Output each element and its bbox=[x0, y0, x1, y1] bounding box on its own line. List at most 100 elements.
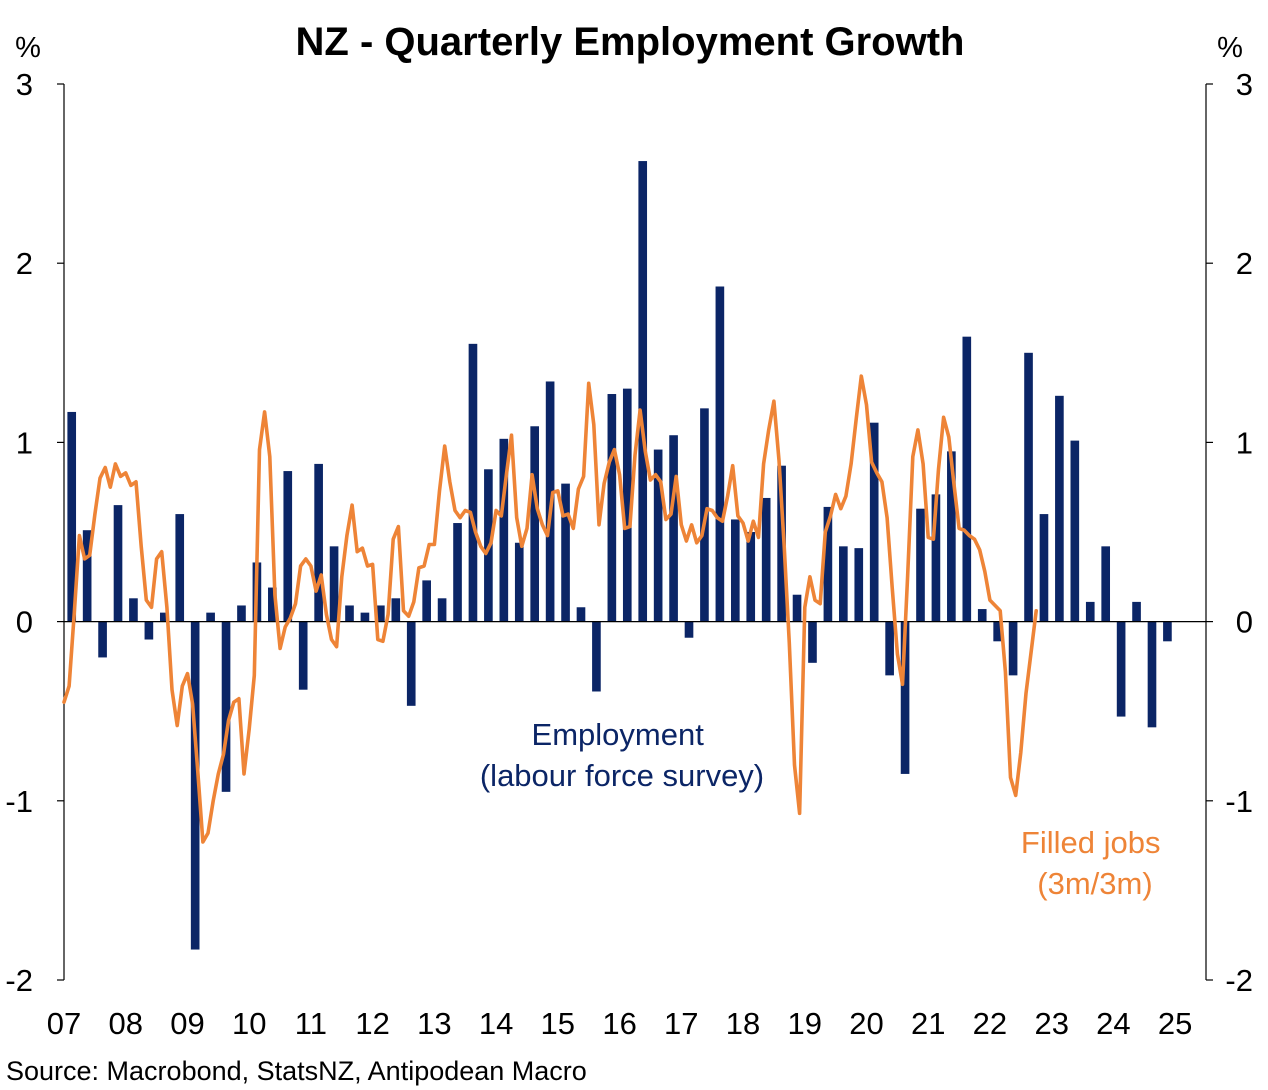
employment-bars bbox=[67, 161, 1172, 950]
employment-bar bbox=[98, 621, 107, 658]
y-tick-labels: 3 3 2 2 1 1 0 0 -1 -1 -2 -2 bbox=[5, 67, 1253, 998]
year-label: 19 bbox=[788, 1006, 822, 1041]
year-label: 20 bbox=[849, 1006, 883, 1041]
year-label: 13 bbox=[417, 1006, 451, 1041]
employment-bar bbox=[839, 546, 848, 622]
employment-bar bbox=[298, 621, 308, 690]
right-tick-label: 2 bbox=[1236, 246, 1253, 281]
right-tick-label: -1 bbox=[1225, 784, 1253, 819]
right-tick-label: 3 bbox=[1236, 67, 1253, 102]
year-label: 11 bbox=[295, 1006, 327, 1041]
employment-bar bbox=[283, 471, 293, 622]
employment-bar bbox=[730, 519, 740, 622]
employment-bar bbox=[962, 336, 972, 622]
year-label: 18 bbox=[726, 1006, 760, 1041]
year-label: 09 bbox=[170, 1006, 204, 1041]
employment-bar bbox=[1008, 621, 1018, 676]
employment-bar bbox=[885, 621, 894, 676]
chart-title: NZ - Quarterly Employment Growth bbox=[296, 20, 965, 64]
employment-bar bbox=[453, 523, 462, 622]
employment-bar bbox=[1163, 621, 1172, 642]
employment-bar bbox=[314, 463, 323, 622]
employment-bar bbox=[159, 612, 169, 622]
employment-bar bbox=[422, 580, 431, 622]
employment-bar bbox=[1070, 440, 1080, 622]
right-tick-label: 1 bbox=[1236, 425, 1253, 460]
left-tick-label: -1 bbox=[5, 784, 33, 819]
year-label: 21 bbox=[911, 1006, 945, 1041]
employment-bar bbox=[144, 621, 154, 640]
employment-bar bbox=[345, 605, 354, 622]
year-label: 12 bbox=[355, 1006, 389, 1041]
employment-annotation-line-1: Employment bbox=[532, 717, 705, 752]
right-tick-label: -2 bbox=[1225, 963, 1253, 998]
employment-bar bbox=[221, 621, 231, 792]
employment-bar bbox=[329, 546, 339, 622]
employment-bar bbox=[67, 411, 77, 622]
employment-annotation: Employment (labour force survey) bbox=[480, 717, 764, 793]
employment-bar bbox=[808, 621, 817, 663]
employment-bar bbox=[669, 435, 678, 622]
source-note: Source: Macrobond, StatsNZ, Antipodean M… bbox=[6, 1056, 587, 1086]
year-label: 14 bbox=[479, 1006, 513, 1041]
employment-bar bbox=[391, 598, 401, 622]
filled-jobs-annotation-line-2: (3m/3m) bbox=[1037, 866, 1152, 901]
employment-bar bbox=[931, 494, 941, 622]
right-tick-label: 0 bbox=[1236, 605, 1253, 640]
year-label: 22 bbox=[973, 1006, 1007, 1041]
left-tick-label: -2 bbox=[5, 963, 33, 998]
right-axis-unit: % bbox=[1217, 32, 1243, 64]
year-label: 10 bbox=[232, 1006, 266, 1041]
employment-bar bbox=[684, 621, 694, 638]
employment-bar bbox=[1039, 514, 1049, 622]
employment-bar bbox=[746, 532, 756, 622]
x-tick-labels: 07 08 09 10 11 12 13 14 15 16 17 18 19 20 21 22 23 24 25 bbox=[47, 1006, 1193, 1041]
employment-bar bbox=[499, 438, 509, 622]
employment-bar bbox=[514, 542, 524, 622]
left-tick-label: 1 bbox=[16, 425, 33, 460]
employment-bar bbox=[900, 621, 910, 774]
employment-bar bbox=[561, 483, 570, 622]
employment-bar bbox=[592, 621, 601, 692]
employment-bar bbox=[977, 609, 987, 622]
employment-bar bbox=[947, 451, 956, 622]
employment-bar bbox=[360, 612, 370, 622]
employment-bar bbox=[113, 505, 123, 622]
left-tick-label: 3 bbox=[16, 67, 33, 102]
employment-bar bbox=[869, 422, 879, 622]
year-label: 07 bbox=[47, 1006, 81, 1041]
employment-bar bbox=[437, 598, 447, 622]
employment-bar bbox=[1055, 395, 1064, 622]
employment-bar bbox=[993, 621, 1002, 642]
employment-bar bbox=[1024, 352, 1033, 622]
year-label: 17 bbox=[664, 1006, 698, 1041]
employment-bar bbox=[1147, 621, 1157, 728]
employment-bar bbox=[530, 426, 540, 622]
employment-bar bbox=[129, 598, 138, 622]
employment-bar bbox=[376, 605, 385, 622]
employment-bar bbox=[468, 343, 478, 622]
employment-bar bbox=[190, 621, 200, 950]
year-label: 16 bbox=[602, 1006, 636, 1041]
year-label: 25 bbox=[1158, 1006, 1192, 1041]
employment-bar bbox=[916, 508, 925, 622]
employment-annotation-line-2: (labour force survey) bbox=[480, 758, 764, 793]
left-tick-label: 2 bbox=[16, 246, 33, 281]
employment-bar bbox=[622, 388, 632, 622]
left-tick-label: 0 bbox=[16, 605, 33, 640]
employment-bar bbox=[607, 394, 617, 622]
employment-bar bbox=[715, 286, 725, 622]
year-label: 23 bbox=[1034, 1006, 1068, 1041]
year-label: 15 bbox=[541, 1006, 575, 1041]
employment-bar bbox=[653, 449, 663, 622]
employment-bar bbox=[1085, 601, 1095, 622]
employment-bar bbox=[175, 514, 185, 622]
filled-jobs-annotation-line-1: Filled jobs bbox=[1021, 825, 1161, 860]
employment-bar bbox=[761, 497, 771, 622]
employment-bar bbox=[823, 506, 833, 622]
year-label: 08 bbox=[108, 1006, 142, 1041]
employment-bar bbox=[576, 607, 586, 622]
employment-bar bbox=[268, 587, 277, 622]
employment-bar bbox=[206, 612, 215, 622]
